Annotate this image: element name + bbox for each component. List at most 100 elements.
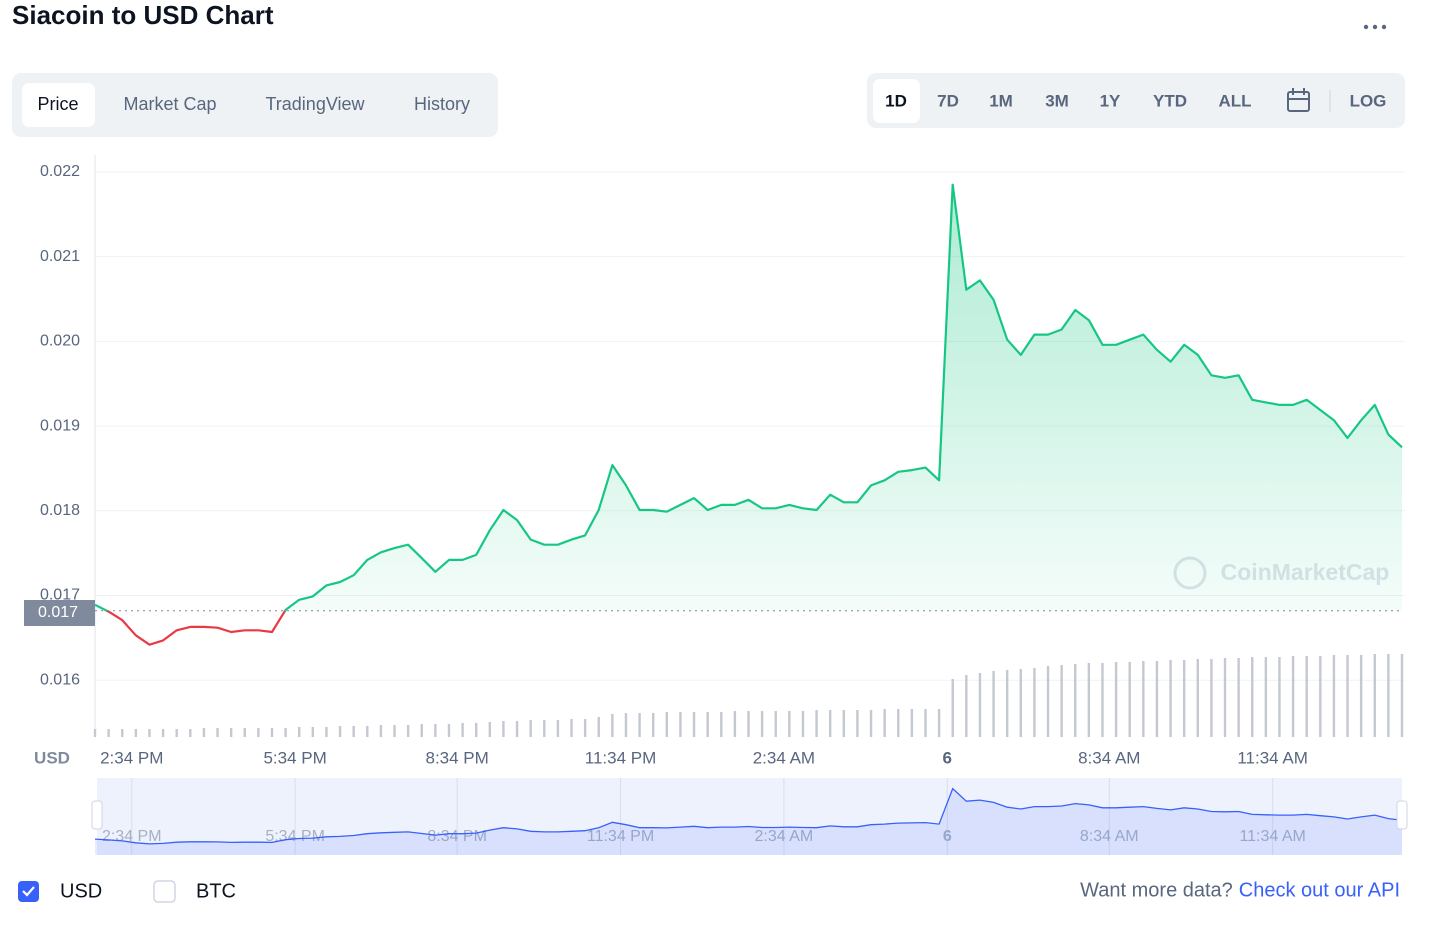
volume-bar bbox=[1278, 657, 1281, 737]
checkbox-checked[interactable] bbox=[18, 881, 39, 902]
volume-bar bbox=[366, 726, 369, 737]
y-tick-label: 0.021 bbox=[40, 248, 80, 265]
volume-bar bbox=[1373, 654, 1376, 737]
volume-bar bbox=[1060, 665, 1063, 737]
volume-bar bbox=[624, 713, 628, 737]
volume-bar bbox=[1210, 659, 1213, 737]
navigator-line bbox=[94, 787, 1403, 845]
navigator-handle[interactable] bbox=[1396, 800, 1408, 830]
x-tick-label: 6 bbox=[943, 748, 952, 767]
volume-bar bbox=[325, 727, 328, 737]
calendar-icon[interactable] bbox=[1287, 88, 1310, 112]
volume-bar bbox=[148, 729, 151, 737]
footer bbox=[18, 880, 176, 903]
volume-bar bbox=[1251, 657, 1254, 737]
currency-label: USD bbox=[60, 880, 102, 902]
volume-bar bbox=[1101, 663, 1104, 737]
volume-bar bbox=[1169, 660, 1172, 737]
volume-bar bbox=[815, 710, 818, 737]
range-button[interactable]: 3M bbox=[1045, 91, 1069, 110]
volume-bar bbox=[107, 729, 110, 737]
range-button[interactable]: 7D bbox=[937, 91, 959, 110]
volume-bar bbox=[747, 711, 750, 737]
volume-bar bbox=[1359, 655, 1363, 737]
log-button[interactable]: LOG bbox=[1350, 91, 1387, 110]
volume-bar bbox=[1114, 662, 1118, 737]
volume-bar bbox=[937, 709, 941, 737]
checkbox[interactable] bbox=[153, 880, 176, 903]
volume-bar bbox=[488, 722, 492, 737]
price-line bbox=[94, 183, 1403, 646]
range-button[interactable]: ALL bbox=[1218, 91, 1251, 110]
y-tick-label: 0.019 bbox=[40, 417, 80, 434]
x-tick-label: 11:34 PM bbox=[585, 748, 657, 767]
active-range bbox=[873, 79, 920, 123]
volume-bar bbox=[243, 728, 246, 737]
y-tick-label: 0.020 bbox=[40, 333, 80, 350]
volume-bar bbox=[692, 712, 696, 737]
more-menu[interactable] bbox=[1363, 24, 1387, 30]
volume-bar bbox=[1332, 655, 1336, 737]
volume-bar bbox=[1074, 664, 1077, 737]
volume-bar bbox=[788, 711, 791, 737]
volume-bar bbox=[978, 673, 982, 737]
active-tab bbox=[22, 83, 95, 127]
range-button[interactable]: 1Y bbox=[1100, 91, 1121, 110]
volume-bar bbox=[1291, 656, 1295, 737]
volume-bar bbox=[529, 720, 532, 737]
tab[interactable]: Market Cap bbox=[123, 94, 216, 114]
volume-bar bbox=[447, 724, 451, 737]
navigator-tick-label: 8:34 AM bbox=[1080, 828, 1139, 845]
x-tick-label: 8:34 PM bbox=[425, 748, 488, 767]
volume-bar bbox=[869, 710, 873, 737]
volume-bar bbox=[1346, 655, 1349, 737]
range-button[interactable]: 1M bbox=[989, 91, 1013, 110]
tab[interactable]: TradingView bbox=[265, 94, 365, 114]
volume-bar bbox=[175, 729, 178, 737]
y-tick-label: 0.018 bbox=[40, 502, 80, 519]
volume-bar bbox=[856, 710, 859, 737]
volume-bar bbox=[570, 719, 573, 737]
tab-group bbox=[12, 73, 498, 137]
volume-bar bbox=[801, 711, 805, 737]
volume-bar bbox=[1142, 661, 1145, 737]
range-button[interactable]: YTD bbox=[1153, 91, 1187, 110]
volume-bar bbox=[910, 709, 914, 737]
volume-bar bbox=[1087, 663, 1091, 737]
navigator-tick-label: 6 bbox=[943, 828, 952, 845]
volume-bar bbox=[229, 728, 233, 737]
volume-bar bbox=[270, 728, 274, 737]
volume-bar bbox=[1237, 658, 1240, 737]
volume-bar bbox=[679, 712, 682, 737]
volume-bar bbox=[338, 726, 342, 737]
volume-bar bbox=[883, 709, 886, 737]
volume-bar bbox=[665, 712, 669, 737]
volume-bar bbox=[475, 723, 478, 737]
volume-bar bbox=[134, 729, 138, 737]
volume-bar bbox=[393, 725, 396, 737]
navigator-tick-label: 2:34 AM bbox=[755, 828, 814, 845]
volume-bar bbox=[597, 717, 600, 737]
y-tick-label: 0.022 bbox=[40, 163, 80, 180]
volume-bar bbox=[965, 675, 968, 737]
range-button[interactable]: 1D bbox=[885, 91, 907, 110]
tab[interactable]: Price bbox=[37, 94, 78, 114]
volume-bar bbox=[651, 713, 655, 737]
reference-label: 0.017 bbox=[38, 604, 78, 621]
volume-bar bbox=[311, 727, 315, 737]
navigator-tick-label: 8:34 PM bbox=[427, 828, 487, 845]
volume-bar bbox=[1182, 660, 1186, 737]
volume-bar bbox=[556, 720, 560, 737]
api-link[interactable]: Check out our API bbox=[1239, 879, 1400, 901]
volume-bar bbox=[1005, 670, 1009, 737]
volume-bar bbox=[284, 728, 287, 737]
volume-bar bbox=[461, 723, 464, 737]
navigator-handle[interactable] bbox=[91, 800, 103, 830]
volume-bar bbox=[1155, 661, 1159, 737]
volume-bar bbox=[216, 728, 219, 737]
volume-bar bbox=[1400, 654, 1404, 737]
volume-bar bbox=[828, 710, 832, 737]
volume-bar bbox=[842, 710, 846, 737]
tab[interactable]: History bbox=[414, 94, 470, 114]
